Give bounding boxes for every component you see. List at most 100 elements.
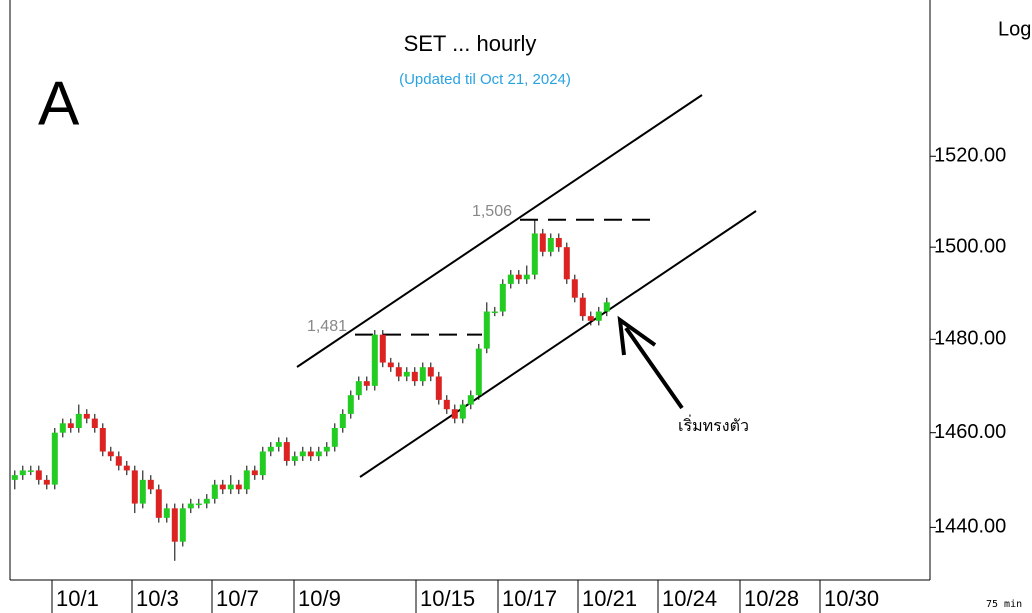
- candle-body: [19, 470, 26, 476]
- candle-body: [107, 451, 114, 457]
- candle-body: [147, 479, 154, 490]
- candle-body: [299, 451, 306, 457]
- level-label: 1,506: [472, 203, 512, 220]
- candle-body: [251, 470, 258, 476]
- candle-body: [203, 498, 210, 504]
- candle-body: [67, 423, 74, 428]
- candle-body: [595, 311, 602, 321]
- candle-body: [91, 418, 98, 428]
- candle-body: [235, 484, 242, 490]
- candle-body: [435, 376, 442, 400]
- candle-body: [355, 381, 362, 396]
- candle-body: [179, 508, 186, 542]
- annotation-note: เริ่มทรงตัว: [678, 414, 749, 435]
- channel-lower: [359, 210, 757, 478]
- candle-body: [467, 395, 474, 405]
- candle-body: [259, 451, 266, 476]
- candle-body: [507, 274, 514, 284]
- candle-body: [363, 381, 370, 386]
- candle-body: [195, 503, 202, 506]
- candle-body: [515, 274, 522, 280]
- x-tick-label: 10/17: [502, 586, 557, 611]
- x-tick-label: 10/1: [56, 586, 99, 611]
- y-tick-label: 1460.00: [934, 421, 1006, 443]
- candle-body: [459, 404, 466, 419]
- channel-upper: [296, 94, 703, 368]
- candle-body: [99, 427, 106, 452]
- candle-body: [219, 484, 226, 490]
- candle-body: [523, 274, 530, 280]
- candle-body: [59, 423, 66, 433]
- candle-body: [491, 311, 498, 314]
- candle-body: [155, 489, 162, 518]
- x-tick-label: 10/9: [298, 586, 341, 611]
- x-tick-label: 10/3: [136, 586, 179, 611]
- candle-body: [371, 334, 378, 386]
- panel-label: A: [38, 69, 80, 138]
- candle-body: [475, 348, 482, 396]
- candle-body: [403, 371, 410, 377]
- x-tick-label: 10/15: [420, 586, 475, 611]
- x-tick-label: 10/24: [662, 586, 717, 611]
- interval-label: 75 min: [986, 599, 1022, 610]
- candle-body: [539, 233, 546, 252]
- candle-body: [531, 233, 538, 275]
- candle-body: [243, 470, 250, 490]
- y-tick-label: 1520.00: [934, 145, 1006, 167]
- candle-body: [499, 283, 506, 312]
- candle-body: [227, 484, 234, 490]
- x-tick-label: 10/21: [582, 586, 637, 611]
- x-tick-label: 10/28: [744, 586, 799, 611]
- candle-body: [283, 442, 290, 461]
- candle-body: [131, 470, 138, 504]
- candle-body: [443, 399, 450, 410]
- candle-body: [347, 395, 354, 414]
- candle-body: [291, 456, 298, 461]
- candle-body: [123, 465, 130, 471]
- y-tick-label: 1480.00: [934, 328, 1006, 350]
- candle-body: [323, 446, 330, 452]
- candle-body: [603, 302, 610, 312]
- candle-body: [571, 279, 578, 298]
- candle-body: [379, 334, 386, 363]
- candle-body: [115, 456, 122, 466]
- x-tick-label: 10/7: [216, 586, 259, 611]
- candle-body: [139, 479, 146, 504]
- candle-body: [387, 362, 394, 368]
- candle-body: [555, 238, 562, 248]
- candle-body: [83, 413, 90, 419]
- candle-body: [339, 413, 346, 428]
- candle-body: [579, 297, 586, 317]
- candle-body: [411, 371, 418, 382]
- candle-body: [275, 442, 282, 447]
- candle-body: [395, 367, 402, 377]
- candle-body: [267, 446, 274, 452]
- candle-body: [307, 451, 314, 457]
- candle-body: [43, 479, 50, 485]
- y-tick-label: 1440.00: [934, 516, 1006, 538]
- candle-body: [187, 503, 194, 509]
- candle-body: [587, 316, 594, 321]
- candle-body: [35, 470, 42, 480]
- arrow-shaft: [624, 326, 684, 410]
- candle-body: [547, 238, 554, 252]
- candle-body: [331, 427, 338, 447]
- x-tick-label: 10/30: [824, 586, 879, 611]
- candle-body: [427, 367, 434, 377]
- candle-body: [171, 508, 178, 542]
- candle-body: [563, 247, 570, 280]
- candle-body: [211, 484, 218, 499]
- scale-label: Log: [998, 18, 1031, 40]
- candle-body: [11, 475, 18, 480]
- chart-subtitle: (Updated til Oct 21, 2024): [399, 71, 571, 88]
- candle-body: [163, 508, 170, 518]
- arrow-head: [617, 315, 657, 356]
- candle-body: [51, 432, 58, 485]
- candle-body: [419, 367, 426, 382]
- candle-body: [315, 451, 322, 457]
- level-label: 1,481: [307, 318, 347, 335]
- candle-body: [451, 409, 458, 419]
- candle-body: [75, 413, 82, 428]
- chart-title: SET ... hourly: [404, 31, 537, 56]
